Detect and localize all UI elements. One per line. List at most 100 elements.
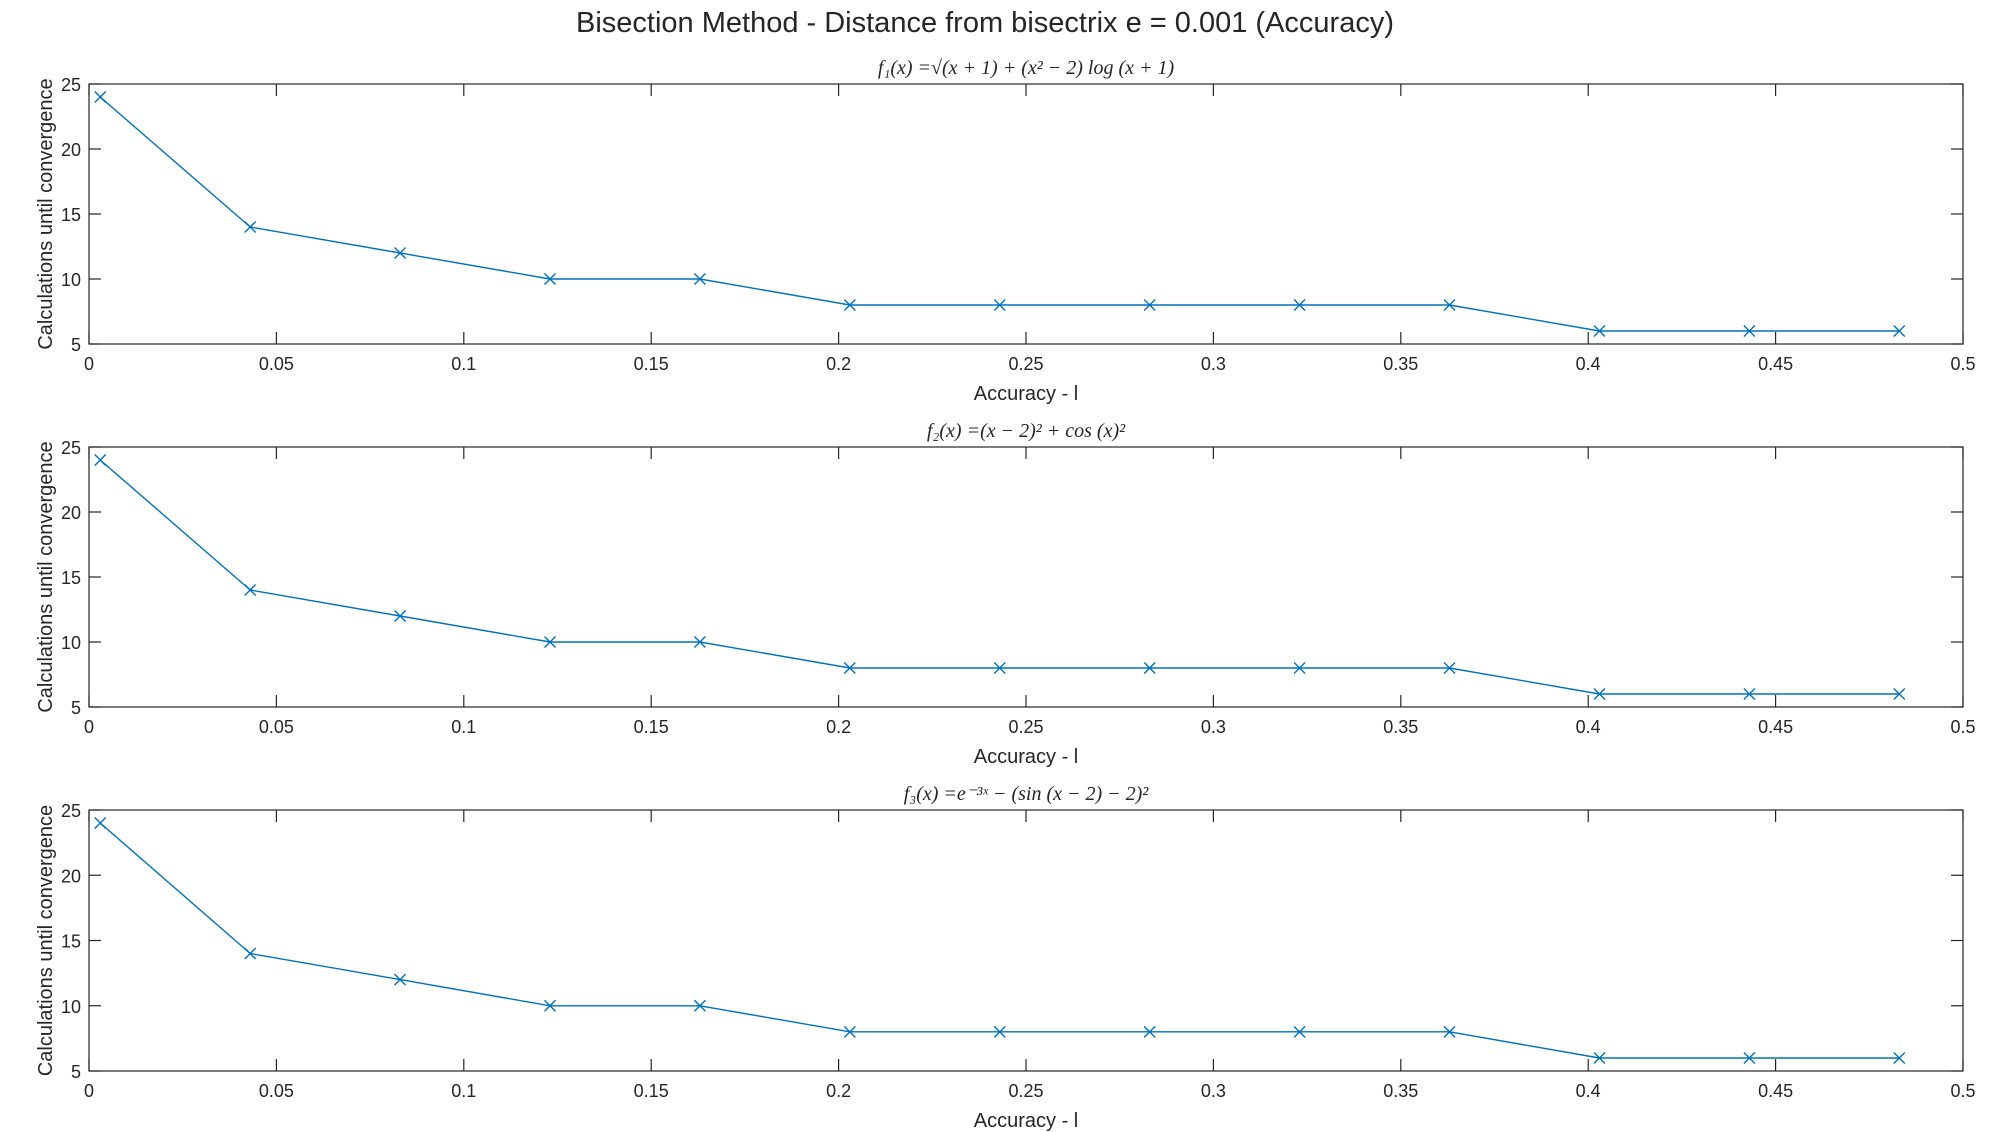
y-tick-label: 15: [61, 205, 81, 225]
data-point-marker: [1893, 325, 1906, 337]
y-tick-label: 5: [71, 335, 81, 355]
x-tick-label: 0.3: [1201, 354, 1226, 374]
y-axis-label: Calculations until convergence: [35, 441, 57, 712]
data-point-marker: [843, 662, 856, 674]
y-tick-label: 15: [61, 932, 81, 952]
data-point-marker: [244, 947, 257, 960]
data-point-marker: [993, 1025, 1006, 1038]
x-tick-label: 0.2: [826, 1081, 851, 1101]
x-tick-label: 0.15: [634, 1081, 669, 1101]
x-tick-label: 0.15: [634, 354, 669, 374]
data-point-marker: [94, 454, 107, 466]
x-tick-label: 0.1: [451, 717, 476, 737]
data-point-marker: [1743, 688, 1756, 700]
x-tick-label: 0.1: [451, 354, 476, 374]
x-tick-label: 0.05: [259, 354, 294, 374]
y-tick-label: 15: [61, 568, 81, 588]
x-tick-label: 0: [84, 354, 94, 374]
x-tick-label: 0.25: [1008, 354, 1043, 374]
x-tick-label: 0.35: [1383, 1081, 1418, 1101]
y-tick-label: 25: [61, 438, 81, 458]
x-tick-label: 0.35: [1383, 717, 1418, 737]
x-tick-label: 0: [84, 717, 94, 737]
data-point-marker: [1143, 1025, 1156, 1038]
data-point-marker: [394, 973, 407, 986]
x-tick-label: 0.4: [1576, 1081, 1601, 1101]
data-point-marker: [544, 273, 556, 285]
data-point-marker: [1593, 1051, 1606, 1064]
data-point-marker: [993, 299, 1006, 311]
y-tick-label: 25: [61, 75, 81, 95]
y-tick-label: 10: [61, 270, 81, 290]
y-tick-label: 10: [61, 997, 81, 1017]
subplot-title: f₃(x) =e⁻³ˣ − (sin (x − 2) − 2)²: [904, 783, 1150, 805]
data-point-marker: [1443, 299, 1456, 311]
x-tick-label: 0.3: [1201, 1081, 1226, 1101]
y-axis-label: Calculations until convergence: [35, 78, 57, 349]
data-point-marker: [394, 247, 407, 259]
data-point-marker: [693, 999, 706, 1012]
x-tick-label: 0.5: [1950, 1081, 1975, 1101]
y-tick-label: 20: [61, 866, 81, 886]
y-tick-label: 5: [71, 1062, 81, 1082]
data-point-marker: [1593, 688, 1606, 700]
x-tick-label: 0.4: [1576, 354, 1601, 374]
data-point-marker: [843, 1025, 856, 1038]
x-axis-label: Accuracy - l: [974, 383, 1078, 405]
x-tick-label: 0.5: [1950, 354, 1975, 374]
data-point-marker: [1593, 325, 1606, 337]
x-tick-label: 0.2: [826, 354, 851, 374]
data-point-marker: [1293, 299, 1306, 311]
subplots-container: 0 0.05 0.1 0.15 0.2 0.25 0.3 0.35 0.4 0.45 0.55101…: [35, 57, 1976, 1132]
data-point-marker: [94, 91, 107, 103]
y-tick-label: 20: [61, 503, 81, 523]
subplot-title: f₁(x) =√(x + 1) + (x² − 2) log (x + 1): [878, 57, 1175, 79]
subplot-3: 0 0.05 0.1 0.15 0.2 0.25 0.3 0.35 0.4 0.45 0.5 5 10 1…: [35, 783, 1976, 1132]
data-point-marker: [544, 999, 556, 1012]
y-tick-label: 20: [61, 140, 81, 160]
y-axis-label: Calculations until convergence: [35, 805, 57, 1076]
x-tick-label: 0.15: [634, 717, 669, 737]
data-point-marker: [1443, 1025, 1456, 1038]
x-tick-label: 0.4: [1576, 717, 1601, 737]
x-tick-label: 0.05: [259, 717, 294, 737]
data-point-marker: [1893, 1051, 1906, 1064]
data-point-marker: [1893, 688, 1906, 700]
data-point-marker: [1743, 325, 1756, 337]
x-tick-label: 0: [84, 1081, 94, 1101]
data-point-marker: [244, 221, 257, 233]
data-point-marker: [1143, 662, 1156, 674]
figure-suptitle: Bisection Method - Distance from bisectr…: [576, 7, 1394, 39]
data-point-marker: [1143, 299, 1156, 311]
data-point-marker: [693, 636, 706, 648]
plot-area-frame: [88, 809, 1964, 1072]
x-tick-label: 0.25: [1008, 717, 1043, 737]
x-tick-label: 0.1: [451, 1081, 476, 1101]
data-point-marker: [1293, 1025, 1306, 1038]
y-tick-label: 5: [71, 698, 81, 718]
data-point-marker: [1293, 662, 1306, 674]
x-tick-label: 0.2: [826, 717, 851, 737]
data-point-marker: [94, 817, 107, 830]
data-point-marker: [843, 299, 856, 311]
x-tick-label: 0.45: [1758, 1081, 1793, 1101]
x-tick-label: 0.25: [1008, 1081, 1043, 1101]
data-point-marker: [1743, 1051, 1756, 1064]
x-tick-label: 0.45: [1758, 354, 1793, 374]
data-point-marker: [244, 584, 257, 596]
data-point-marker: [394, 610, 407, 622]
x-axis-label: Accuracy - l: [974, 746, 1078, 768]
subplot-title: f₂(x) =(x − 2)² + cos (x)²: [927, 420, 1126, 442]
plot-area-frame: [88, 83, 1964, 345]
subplot-1: 0 0.05 0.1 0.15 0.2 0.25 0.3 0.35 0.4 0.45 0.5 5 10 1…: [35, 57, 1976, 405]
y-tick-label: 25: [61, 801, 81, 821]
x-tick-label: 0.3: [1201, 717, 1226, 737]
x-tick-label: 0.35: [1383, 354, 1418, 374]
subplot-2: 0 0.05 0.1 0.15 0.2 0.25 0.3 0.35 0.4 0.45 0.5 5 10 1…: [35, 420, 1976, 768]
data-point-marker: [1443, 662, 1456, 674]
x-tick-label: 0.5: [1950, 717, 1975, 737]
y-tick-label: 10: [61, 633, 81, 653]
data-point-marker: [993, 662, 1006, 674]
x-tick-label: 0.45: [1758, 717, 1793, 737]
